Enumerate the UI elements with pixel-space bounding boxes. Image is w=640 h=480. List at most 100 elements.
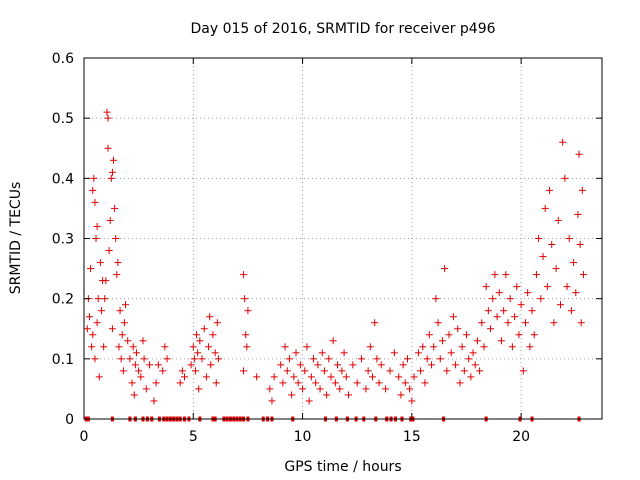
data-point bbox=[565, 235, 573, 242]
data-point bbox=[240, 271, 248, 279]
data-point bbox=[243, 343, 251, 351]
data-point bbox=[478, 319, 486, 327]
data-point bbox=[377, 361, 385, 369]
data-point bbox=[279, 379, 287, 387]
data-point bbox=[200, 325, 208, 333]
data-point bbox=[541, 204, 549, 212]
data-point bbox=[191, 367, 199, 375]
data-point bbox=[266, 385, 274, 393]
data-point bbox=[539, 253, 547, 261]
data-point bbox=[421, 379, 429, 387]
data-point bbox=[471, 361, 479, 369]
data-point bbox=[382, 385, 390, 393]
data-point bbox=[108, 325, 116, 333]
data-point bbox=[102, 277, 110, 285]
data-point bbox=[114, 259, 122, 267]
data-point bbox=[364, 367, 372, 375]
data-point bbox=[137, 373, 145, 381]
data-point bbox=[129, 343, 137, 351]
data-point bbox=[288, 391, 296, 399]
data-point bbox=[334, 361, 342, 369]
data-point bbox=[212, 379, 220, 387]
data-point bbox=[187, 361, 195, 369]
data-point bbox=[206, 313, 214, 321]
data-point bbox=[443, 367, 451, 375]
data-point bbox=[316, 385, 324, 393]
x-tick-label: 0 bbox=[80, 429, 89, 445]
data-point bbox=[88, 343, 96, 351]
y-tick-label: 0.2 bbox=[52, 292, 74, 308]
data-point bbox=[97, 307, 105, 315]
data-point bbox=[107, 174, 115, 182]
data-point bbox=[309, 355, 317, 363]
data-point bbox=[432, 295, 440, 303]
data-point bbox=[338, 367, 346, 375]
data-point bbox=[452, 361, 460, 369]
data-point bbox=[89, 331, 97, 339]
x-tick-label: 20 bbox=[512, 429, 530, 445]
data-point bbox=[535, 235, 543, 242]
data-point bbox=[140, 355, 148, 363]
data-point bbox=[90, 174, 98, 182]
data-point bbox=[414, 349, 422, 357]
data-point bbox=[434, 319, 442, 327]
data-point bbox=[301, 367, 309, 375]
data-point bbox=[515, 331, 523, 339]
y-tick-label: 0.5 bbox=[52, 111, 74, 127]
data-point bbox=[290, 373, 298, 381]
y-tick-label: 0.3 bbox=[52, 232, 74, 248]
data-point bbox=[154, 361, 162, 369]
data-point bbox=[447, 349, 455, 357]
data-point bbox=[194, 349, 202, 357]
data-point bbox=[543, 283, 551, 291]
data-point bbox=[116, 307, 124, 315]
data-point bbox=[89, 186, 97, 194]
data-point bbox=[522, 319, 530, 327]
data-point bbox=[117, 355, 125, 363]
data-point bbox=[349, 361, 357, 369]
data-point bbox=[294, 379, 302, 387]
data-point bbox=[358, 355, 366, 363]
data-point bbox=[403, 355, 411, 363]
data-point bbox=[353, 379, 361, 387]
data-point bbox=[366, 343, 374, 351]
data-point bbox=[94, 295, 102, 303]
data-point bbox=[369, 373, 377, 381]
data-point bbox=[101, 295, 109, 303]
data-point bbox=[495, 289, 503, 297]
data-point bbox=[528, 307, 536, 315]
data-point bbox=[146, 361, 154, 369]
data-point bbox=[142, 385, 150, 393]
data-point bbox=[390, 349, 398, 357]
data-point bbox=[104, 144, 112, 152]
data-point bbox=[577, 319, 585, 327]
data-point bbox=[460, 367, 468, 375]
data-point bbox=[314, 361, 322, 369]
data-point bbox=[532, 271, 540, 279]
data-point bbox=[100, 343, 108, 351]
data-point bbox=[299, 385, 307, 393]
data-point bbox=[189, 343, 197, 351]
data-point bbox=[331, 379, 339, 387]
data-point bbox=[244, 307, 252, 315]
data-point bbox=[567, 307, 575, 315]
data-point bbox=[428, 361, 436, 369]
data-point bbox=[476, 367, 484, 375]
data-point bbox=[253, 373, 261, 381]
data-point bbox=[493, 313, 501, 321]
data-point bbox=[96, 259, 104, 267]
data-point bbox=[181, 373, 189, 381]
data-point bbox=[395, 373, 403, 381]
data-point bbox=[161, 343, 169, 351]
data-point bbox=[458, 343, 466, 351]
data-point bbox=[506, 295, 514, 303]
data-point bbox=[548, 241, 556, 249]
x-tick-label: 15 bbox=[403, 429, 421, 445]
data-point bbox=[425, 331, 433, 339]
data-point bbox=[362, 385, 370, 393]
data-point bbox=[491, 271, 499, 279]
data-point bbox=[397, 391, 405, 399]
data-point bbox=[511, 313, 519, 321]
data-point bbox=[312, 379, 320, 387]
